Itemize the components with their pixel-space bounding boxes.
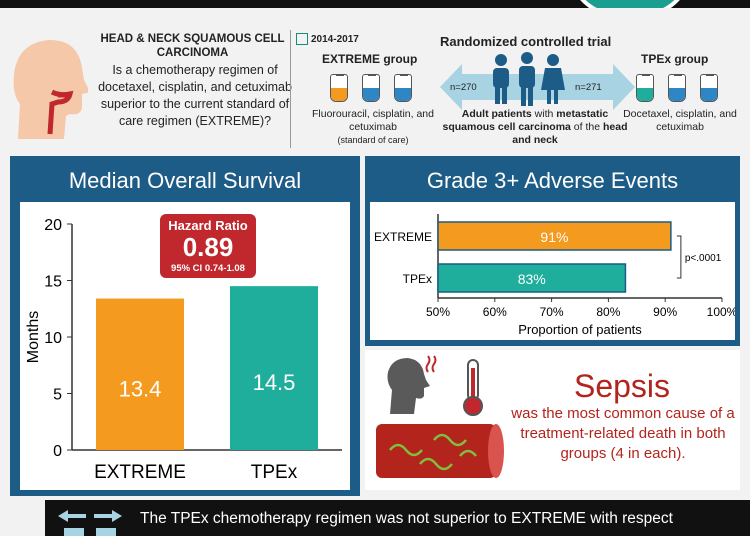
adverse-events-title: Grade 3+ Adverse Events	[426, 168, 679, 193]
conclusion-bar	[45, 500, 750, 536]
bar-value-label: 13.4	[119, 376, 162, 401]
tpex-group-title: TPEx group	[641, 52, 709, 66]
x-axis-label: Proportion of patients	[518, 322, 642, 337]
x-tick-label: EXTREME	[94, 462, 186, 483]
iv-bag-icon	[362, 74, 380, 102]
y-tick-label: 15	[44, 274, 62, 291]
bar	[96, 298, 184, 450]
bar-value-label: 83%	[518, 271, 546, 287]
x-tick-label: TPEx	[251, 462, 298, 483]
head-profile-icon	[13, 40, 88, 139]
iv-bag-icon	[700, 74, 718, 102]
study-years: 2014-2017	[311, 34, 359, 45]
sick-person-icon	[387, 355, 437, 414]
patients-icon	[493, 52, 565, 106]
y-tick-label: 5	[53, 387, 62, 404]
comparison-arrows-icon	[58, 510, 122, 536]
adverse-events-plot-area: 50% 60% 70% 80% 90% 100% Proportion of patient…	[370, 202, 738, 340]
survival-plot-area: 0 5 10 15 20 Months 13.4 EXTREME 14.5 TPEx Hazard …	[20, 202, 350, 490]
blood-vessel-icon	[376, 424, 504, 478]
population-end: head and neck	[512, 121, 628, 146]
iv-bag-icon	[394, 74, 412, 102]
x-tick-label: 60%	[483, 305, 507, 319]
extreme-n: n=270	[450, 82, 477, 93]
survival-title: Median Overall Survival	[68, 168, 302, 193]
question-title: HEAD & NECK SQUAMOUS CELL CARCINOMA	[100, 33, 285, 59]
bar-value-label: 91%	[540, 229, 568, 245]
iv-bag-icon	[330, 74, 348, 102]
x-tick-label: 70%	[540, 305, 564, 319]
x-tick-label: 90%	[653, 305, 677, 319]
bar	[230, 286, 318, 450]
calendar-icon	[296, 33, 308, 45]
bar-value-label: 14.5	[253, 370, 296, 395]
extreme-group-title: EXTREME group	[322, 52, 418, 66]
y-tick-label: TPEx	[403, 272, 432, 286]
extreme-regimen-text: Fluorouracil, cisplatin, and cetuximab	[312, 108, 434, 133]
tpex-regimen: Docetaxel, cisplatin, and cetuximab	[623, 108, 737, 133]
hazard-ratio-value: 0.89	[183, 232, 234, 262]
bar	[437, 221, 672, 251]
hazard-ratio-ci: 95% CI 0.74-1.08	[171, 263, 245, 274]
hazard-ratio-box	[160, 214, 256, 278]
trial-type: Randomized controlled trial	[440, 34, 612, 49]
tpex-n: n=271	[575, 82, 602, 93]
population-pre: Adult patients	[461, 108, 532, 120]
thermometer-icon	[463, 359, 483, 416]
survival-chart: 0 5 10 15 20 Months 13.4 EXTREME 14.5 TPEx Hazard …	[25, 214, 342, 483]
survival-panel: Median Overall Survival 0 5 10 15 20 Months 13…	[10, 156, 360, 496]
y-tick-label: 0	[53, 443, 62, 460]
conclusion-text: The TPEx chemotherapy regimen was not su…	[140, 510, 673, 527]
header-divider	[290, 30, 291, 148]
adverse-events-panel: Grade 3+ Adverse Events 50% 60% 70% 80% 90% 1…	[365, 156, 740, 346]
adverse-events-chart: 50% 60% 70% 80% 90% 100% Proportion of patient…	[374, 214, 738, 337]
x-tick-label: 80%	[596, 305, 620, 319]
extreme-regimen-note: (standard of care)	[337, 135, 409, 145]
iv-bag-icon	[668, 74, 686, 102]
y-tick-label: 20	[44, 217, 62, 234]
population-text: Adult patients with metastatic squamous …	[435, 108, 635, 147]
sepsis-text: was the most common cause of a treatment…	[511, 405, 735, 462]
extreme-regimen: Fluorouracil, cisplatin, and cetuximab (…	[308, 108, 438, 147]
x-tick-label: 100%	[707, 305, 735, 319]
randomization-arrow-icon	[440, 64, 635, 110]
iv-bag-icon	[636, 74, 654, 102]
population-mid2: of the	[570, 121, 603, 133]
x-tick-label: 50%	[426, 305, 450, 319]
population-mid: with	[531, 108, 557, 120]
top-band	[0, 0, 750, 8]
y-axis-label: Months	[25, 311, 42, 363]
hazard-ratio-label: Hazard Ratio	[168, 218, 248, 233]
significance-bracket	[676, 235, 682, 279]
population-bold: metastatic squamous cell carcinoma	[442, 108, 609, 133]
p-value-label: p<.0001	[685, 253, 722, 264]
y-tick-label: 10	[44, 330, 62, 347]
bar	[437, 263, 627, 293]
y-tick-label: EXTREME	[374, 230, 432, 244]
sepsis-title: Sepsis	[573, 368, 671, 404]
question-text: Is a chemotherapy regimen of docetaxel, …	[98, 63, 292, 128]
